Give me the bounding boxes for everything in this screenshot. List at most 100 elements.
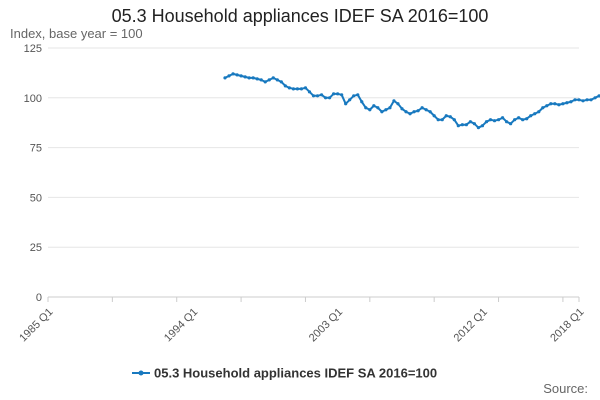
data-point xyxy=(488,118,493,122)
data-point xyxy=(279,80,283,84)
y-tick-label-25: 25 xyxy=(30,242,42,254)
data-point xyxy=(468,120,472,124)
data-point xyxy=(525,117,529,121)
source-label: Source: xyxy=(543,381,588,396)
data-point xyxy=(436,118,440,122)
data-point xyxy=(327,96,332,100)
data-point xyxy=(295,87,300,91)
data-point xyxy=(513,118,517,122)
data-point xyxy=(521,118,525,122)
data-point xyxy=(315,94,320,98)
data-point xyxy=(496,118,501,122)
y-tick-label-125: 125 xyxy=(24,43,42,55)
data-point xyxy=(509,122,513,126)
data-point xyxy=(456,124,460,128)
data-point xyxy=(533,112,537,116)
data-point xyxy=(356,93,360,97)
data-point xyxy=(408,112,412,116)
data-point xyxy=(541,106,545,110)
y-tick-label-100: 100 xyxy=(24,93,42,105)
series-line-0 xyxy=(224,72,600,129)
data-point xyxy=(227,74,231,78)
data-point xyxy=(263,80,267,84)
x-tick-label: 2012 Q1 xyxy=(452,306,490,344)
data-point xyxy=(235,73,239,77)
data-point xyxy=(593,96,597,100)
x-tick-label: 2003 Q1 xyxy=(307,306,345,344)
legend-label: 05.3 Household appliances IDEF SA 2016=1… xyxy=(154,366,437,381)
data-point xyxy=(392,99,396,103)
data-point xyxy=(412,110,416,114)
data-point xyxy=(537,110,541,114)
gridlines xyxy=(48,47,579,298)
data-point xyxy=(476,126,481,130)
data-point xyxy=(432,114,436,118)
data-point xyxy=(480,124,485,128)
data-point xyxy=(557,103,561,107)
data-point xyxy=(492,119,497,123)
data-point xyxy=(255,77,259,81)
data-point xyxy=(291,87,295,91)
data-point xyxy=(311,94,316,98)
data-point xyxy=(251,76,255,80)
x-axis-ticks: 1985 Q1 1994 Q1 2003 Q1 2012 Q1 2018 Q1 xyxy=(17,297,587,344)
data-point xyxy=(545,104,549,108)
data-point xyxy=(271,76,275,80)
data-point xyxy=(464,123,468,127)
data-point xyxy=(589,98,593,102)
data-point xyxy=(340,93,344,97)
data-point xyxy=(440,118,444,122)
data-point xyxy=(444,114,448,118)
x-tick-label: 2018 Q1 xyxy=(548,306,586,344)
data-point xyxy=(388,106,392,110)
data-point xyxy=(428,110,432,114)
data-point xyxy=(404,110,408,114)
data-point xyxy=(332,92,336,96)
data-point xyxy=(336,92,340,96)
data-point xyxy=(597,94,600,98)
data-point xyxy=(396,102,400,106)
legend[interactable]: 05.3 Household appliances IDEF SA 2016=1… xyxy=(132,366,437,381)
data-point xyxy=(376,106,380,110)
data-point xyxy=(287,86,291,90)
x-tick-label: 1994 Q1 xyxy=(162,306,200,344)
data-point xyxy=(424,108,428,112)
data-point xyxy=(452,118,456,122)
data-point xyxy=(577,98,581,102)
data-point xyxy=(500,116,505,120)
data-point xyxy=(319,93,324,97)
data-point xyxy=(565,101,569,105)
data-point xyxy=(581,99,585,103)
data-point xyxy=(247,76,251,80)
chart-title: 05.3 Household appliances IDEF SA 2016=1… xyxy=(111,6,489,26)
data-point xyxy=(231,72,235,76)
data-point xyxy=(460,123,464,127)
data-point xyxy=(323,96,328,100)
data-point xyxy=(569,100,573,104)
data-point xyxy=(561,102,565,106)
data-point xyxy=(529,114,533,118)
data-point xyxy=(517,116,521,120)
data-point xyxy=(267,78,271,82)
y-axis-label: Index, base year = 100 xyxy=(10,26,143,41)
data-point xyxy=(239,74,243,78)
data-point xyxy=(420,106,424,110)
data-point xyxy=(372,104,376,108)
data-point xyxy=(364,106,368,110)
data-point xyxy=(400,107,404,111)
data-point xyxy=(352,94,356,98)
data-point xyxy=(344,102,348,106)
y-tick-label-50: 50 xyxy=(30,192,42,204)
series-line xyxy=(223,72,600,130)
data-point xyxy=(448,115,452,119)
data-point xyxy=(585,98,589,102)
data-point xyxy=(553,102,557,106)
y-tick-label-0: 0 xyxy=(36,292,42,304)
data-point xyxy=(549,102,553,106)
data-point xyxy=(573,98,577,102)
data-point xyxy=(307,90,312,94)
data-point xyxy=(243,75,247,79)
data-point xyxy=(303,86,308,90)
data-point xyxy=(504,120,509,124)
data-point xyxy=(384,108,388,112)
